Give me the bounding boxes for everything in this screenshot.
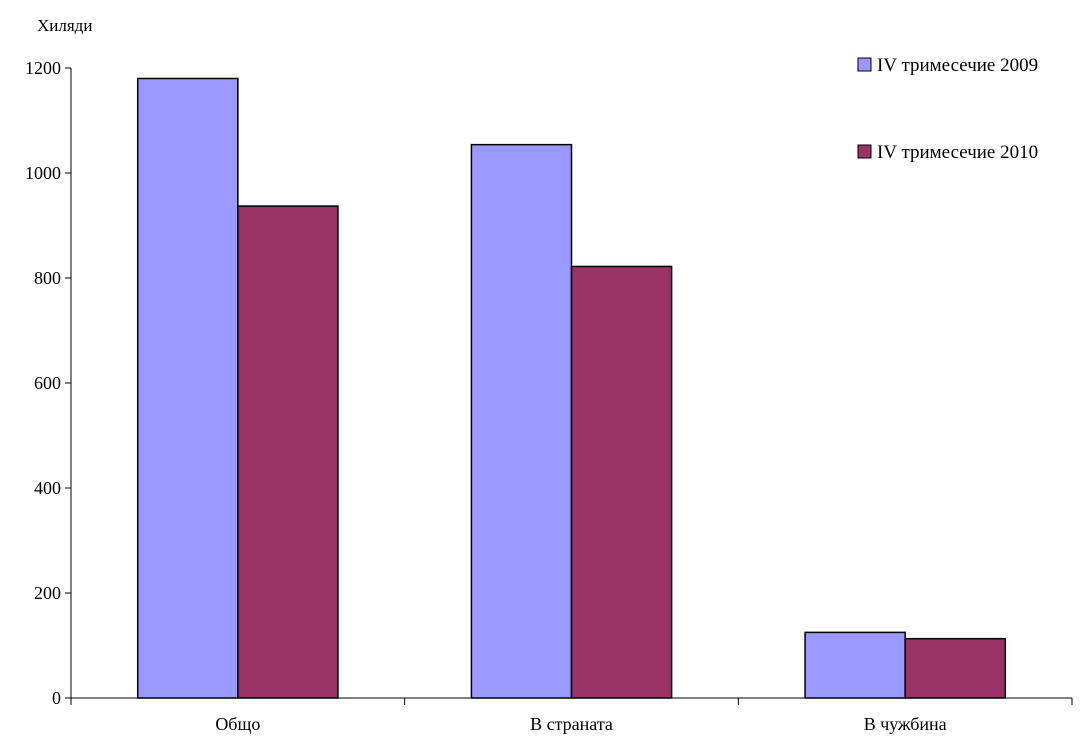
- category-label: Общо: [215, 714, 260, 734]
- legend-label: IV тримесечие 2009: [877, 55, 1038, 76]
- y-tick-label: 1000: [25, 163, 61, 183]
- category-label: В чужбина: [864, 714, 947, 734]
- bar-series-1: [804, 631, 906, 699]
- y-axis-unit-label: Хиляди: [37, 16, 92, 35]
- y-tick-label: 600: [34, 373, 61, 393]
- y-tick-label: 200: [34, 583, 61, 603]
- bar-series-2: [904, 637, 1007, 699]
- bar-series-2: [237, 205, 339, 699]
- y-tick-label: 0: [52, 688, 61, 708]
- legend-swatch: [857, 144, 872, 159]
- y-tick-label: 1200: [25, 58, 61, 78]
- x-ticks: Общо В страната В чужбина: [70, 698, 1073, 734]
- y-ticks: 0 200 400 600 800 1000 1200: [25, 58, 71, 708]
- y-tick-label: 400: [34, 478, 61, 498]
- bar-series-1: [136, 77, 239, 699]
- legend-label: IV тримесечие 2010: [877, 142, 1038, 163]
- bar-series-1: [470, 143, 573, 699]
- y-tick-label: 800: [34, 268, 61, 288]
- category-label: В страната: [530, 714, 613, 734]
- bar-series-2: [570, 265, 673, 699]
- legend-swatch: [857, 57, 872, 72]
- bars: [136, 77, 1007, 699]
- legend: IV тримесечие 2009 IV тримесечие 2010: [857, 55, 1038, 163]
